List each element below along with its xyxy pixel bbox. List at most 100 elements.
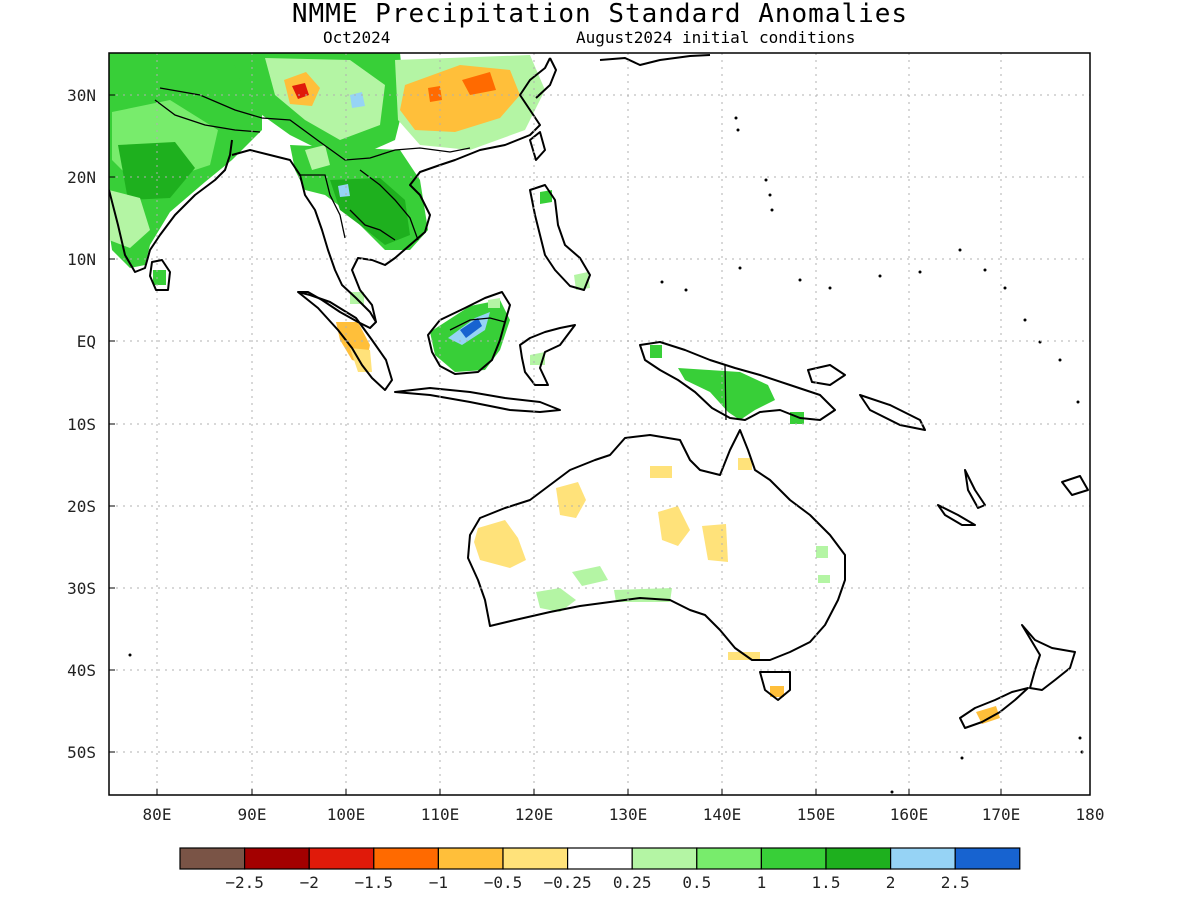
colorbar-label: −2.5	[225, 873, 264, 892]
coast-java	[394, 387, 561, 413]
colorbar-label: −1.5	[355, 873, 394, 892]
lat-tick-label: 10N	[67, 250, 96, 269]
lat-tick-label: 30S	[67, 579, 96, 598]
anomaly-region-aus-cape	[738, 458, 752, 470]
coast-tasmania	[759, 671, 791, 701]
coast-solomons	[859, 394, 926, 431]
anomaly-region-tasmania	[770, 686, 784, 697]
island	[918, 270, 922, 274]
colorbar-label: −0.25	[544, 873, 592, 892]
anomaly-region-china-dry-orange-2	[428, 86, 442, 102]
anomaly-region-aus-south-1	[572, 566, 608, 586]
lon-tick-label: 170E	[982, 805, 1021, 824]
anomaly-region-aus-south-2	[536, 588, 576, 612]
colorbar-label: 1	[757, 873, 767, 892]
lat-tick-label: 20S	[67, 497, 96, 516]
border-himalaya	[154, 99, 261, 133]
coast-new-britain	[807, 364, 846, 386]
lat-tick-label: 40S	[67, 661, 96, 680]
coast-sri-lanka	[149, 259, 171, 291]
colorbar-label: 2	[886, 873, 896, 892]
lat-tick-label: 30N	[67, 86, 96, 105]
anomaly-region-new-guinea-2	[650, 345, 662, 358]
island	[798, 278, 802, 282]
map-title: NMME Precipitation Standard Anomalies	[291, 0, 909, 29]
island	[768, 193, 772, 197]
colorbar-swatch	[631, 847, 698, 870]
island	[960, 756, 964, 760]
country-borders	[154, 87, 727, 421]
lon-tick-label: 160E	[890, 805, 929, 824]
lon-tick-label: 100E	[327, 805, 366, 824]
colorbar-labels: −2.5 −2 −1.5 −1 −0.5 −0.25 0.25 0.5 1 1.5 2 2.5	[225, 873, 969, 892]
border-myanmar	[300, 174, 346, 239]
anomaly-region-india-dark	[118, 142, 195, 200]
colorbar-swatch	[502, 847, 569, 870]
lat-tick-label: 20N	[67, 168, 96, 187]
pacific-islands	[128, 116, 1084, 794]
coastlines	[109, 54, 1089, 729]
coast-indochina	[351, 57, 551, 323]
border-borneo	[449, 317, 506, 331]
border-china-south	[159, 87, 471, 161]
coast-taiwan	[529, 131, 546, 161]
island	[828, 286, 832, 290]
island	[878, 274, 882, 278]
island	[738, 266, 742, 270]
anomaly-region-new-guinea	[678, 368, 775, 420]
island	[660, 280, 664, 284]
border-png	[724, 364, 727, 421]
anomaly-region-aus-northwest	[556, 482, 586, 518]
colorbar-swatch	[696, 847, 762, 870]
anomaly-region-aus-central	[658, 506, 690, 546]
coast-bay-of-bengal	[231, 149, 377, 329]
anomaly-region-china-dry-orange	[462, 72, 496, 95]
anomaly-region-borneo-north	[488, 298, 500, 308]
anomaly-region-tibet-blue	[350, 92, 365, 108]
initial-conditions-label: August2024 initial conditions	[576, 28, 856, 47]
island	[1078, 736, 1082, 740]
anomaly-region-nz-south	[976, 706, 1000, 724]
coast-australia	[467, 429, 846, 661]
lat-tick-label: 50S	[67, 743, 96, 762]
colorbar-swatch	[760, 847, 827, 870]
island	[734, 116, 738, 120]
colorbar-swatch	[566, 847, 633, 870]
colorbar-label: −0.5	[484, 873, 523, 892]
colorbar-label: −1	[429, 873, 448, 892]
anomaly-region-aus-central-2	[702, 524, 728, 562]
anomaly-region-aus-east-2	[818, 575, 830, 583]
anomaly-region-victoria	[728, 652, 760, 660]
anomaly-region-tibet-red	[292, 83, 309, 99]
colorbar-label: 0.25	[613, 873, 652, 892]
island	[983, 268, 987, 272]
lon-tick-label: 130E	[609, 805, 648, 824]
latitude-axis: 30N 20N 10N EQ 10S 20S 30S 40S 50S	[67, 86, 115, 762]
coast-borneo	[427, 291, 511, 375]
anomaly-region-sri-lanka	[153, 270, 166, 285]
border-thailand-cambodia	[349, 209, 396, 241]
longitude-axis: 80E 90E 100E 110E 120E 130E 140E 150E 160E 170E 18…	[143, 789, 1105, 824]
colorbar-swatch	[954, 847, 1021, 870]
colorbar-label: −2	[300, 873, 319, 892]
coast-nz-south	[959, 687, 1029, 729]
colorbar-swatch	[179, 847, 246, 870]
coast-sulawesi	[519, 324, 576, 386]
colorbar-swatch	[244, 847, 310, 870]
coast-nz-north	[1021, 624, 1076, 691]
lat-tick-label: 10S	[67, 415, 96, 434]
coast-new-guinea	[639, 341, 836, 421]
coast-fiji	[1061, 475, 1089, 496]
island	[764, 178, 768, 182]
island	[770, 208, 774, 212]
island	[1003, 286, 1007, 290]
border-laos-vietnam	[359, 169, 419, 241]
coast-china-east	[535, 57, 557, 99]
colorbar-label: 2.5	[941, 873, 970, 892]
island	[128, 653, 132, 657]
coast-new-caledonia	[937, 504, 976, 526]
island	[736, 128, 740, 132]
island	[1058, 358, 1062, 362]
lon-tick-label: 180	[1076, 805, 1105, 824]
lon-tick-label: 120E	[515, 805, 554, 824]
